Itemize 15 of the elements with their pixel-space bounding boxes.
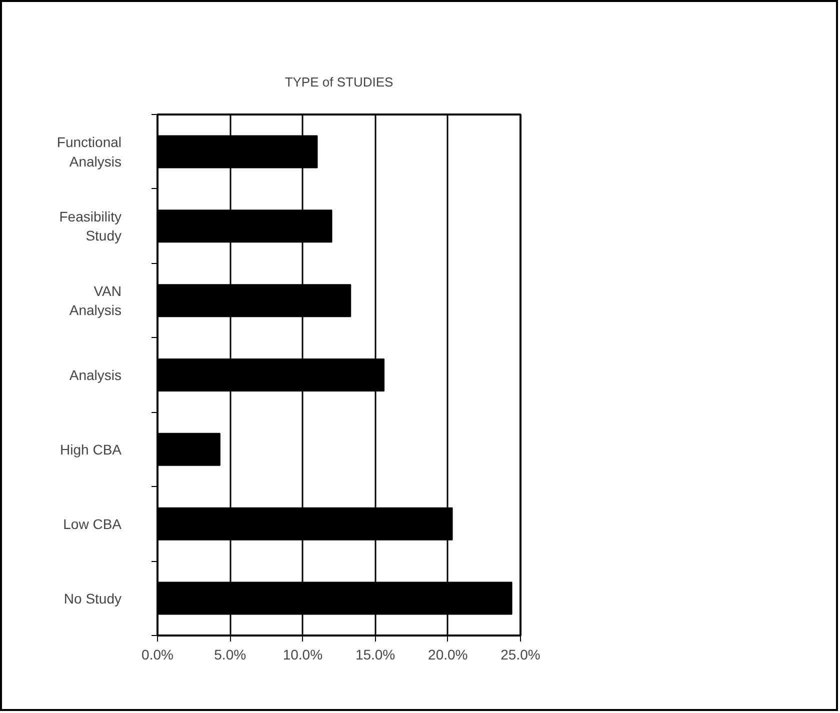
x-tick-label: 5.0% xyxy=(214,646,246,662)
y-tick-label: Functional Analysis xyxy=(56,134,122,170)
y-tick-label: VAN Analysis xyxy=(69,282,122,318)
y-tick-label: Feasibility Study xyxy=(59,208,122,244)
x-tick-label: 10.0% xyxy=(282,646,323,662)
y-tick-label: Low CBA xyxy=(63,516,122,532)
y-tick-label: Analysis xyxy=(69,367,122,383)
x-tick-label: 20.0% xyxy=(428,646,468,662)
y-tick-label: No Study xyxy=(64,590,122,606)
y-tick-label: High CBA xyxy=(60,441,122,458)
x-tick-label: 15.0% xyxy=(355,646,396,662)
x-tick-label: 25.0% xyxy=(500,646,540,662)
chart-title: TYPE of STUDIES xyxy=(284,74,394,90)
x-tick-label: 0.0% xyxy=(142,646,174,662)
bar xyxy=(158,432,220,466)
